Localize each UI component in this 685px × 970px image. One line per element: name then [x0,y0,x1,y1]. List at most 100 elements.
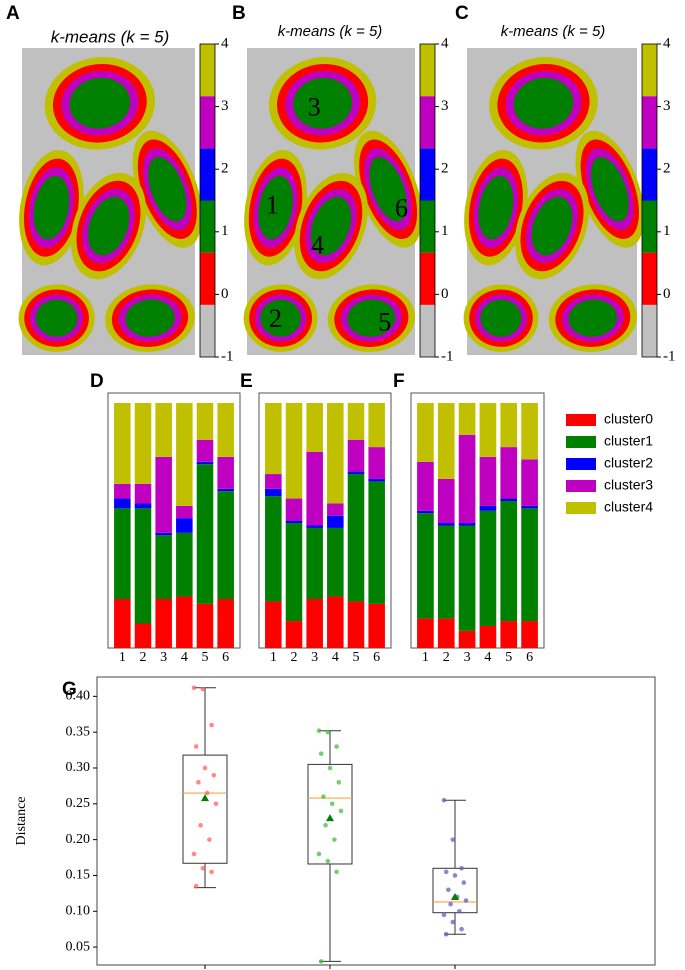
bar-segment [176,403,193,506]
bar-segment [217,491,234,599]
colorbar-tick-label: -1 [221,348,234,364]
bar-segment [458,434,476,524]
bar-segment [306,525,323,528]
panel-letter: G [62,679,77,700]
data-point [450,837,456,842]
legend-label: cluster2 [604,455,653,471]
x-tick-label: 2 [140,650,147,665]
bar-segment [134,483,152,504]
panel-letter: E [240,371,253,392]
colorbar-segment [420,304,435,357]
cell-label: 1 [266,191,279,220]
data-point [318,751,324,756]
bar-segment [417,461,434,511]
cell-region [369,157,407,222]
cell-region [347,299,396,337]
bar-segment [134,503,152,509]
data-point [204,790,210,796]
data-point [325,729,331,735]
plot-frame [258,392,392,649]
data-point [459,926,464,932]
data-point [332,837,337,842]
mean-marker [201,794,209,802]
bar-segment [500,621,518,648]
colorbar-tick-label: 4 [663,35,671,51]
x-tick-label: 1 [270,650,277,665]
plot-frame [96,676,656,966]
x-tick-label: 4 [181,650,188,665]
data-point [200,686,206,692]
box [307,763,353,865]
x-tick-label: 6 [222,650,229,665]
bar-segment [417,510,434,514]
bar-segment [479,625,497,648]
x-tick-label: 3 [464,650,471,665]
cell-region [590,157,629,222]
colorbar-segment [642,96,657,149]
colorbar-tick-label: 0 [663,286,671,302]
colorbar-tick-label: 4 [441,35,449,51]
colorbar-tick-label: 0 [441,286,449,302]
data-point [463,898,469,903]
bar-segment [217,599,234,648]
y-tick-label: 0.05 [66,939,91,954]
data-point [196,780,201,785]
x-tick-label: 5 [353,650,360,665]
bar-segment [368,603,385,648]
bar-segment [458,630,476,648]
data-point [193,744,199,749]
bar-segment [437,403,455,479]
data-point [329,801,335,807]
legend-swatch [566,502,596,514]
mean-marker [451,892,459,900]
colorbar-frame [641,43,658,358]
data-point [325,858,331,864]
colorbar-tick-label: 1 [663,223,671,239]
cell-region [293,77,353,129]
bar-segment [114,508,131,599]
y-tick-label: 0.20 [66,832,91,847]
bar-segment [327,503,344,516]
colorbar-tick-label: -1 [441,348,454,364]
bar-segment [196,439,214,462]
data-point [461,880,467,885]
data-point [198,822,203,828]
bar-segment [265,496,282,602]
colorbar-tick-label: 3 [663,98,671,114]
y-tick-label: 0.40 [66,689,91,704]
bar-segment [155,456,172,533]
bar-segment [347,471,365,475]
legend-label: cluster0 [604,411,653,427]
cell-region [69,77,131,129]
bar-segment [196,403,214,440]
data-point [446,887,451,893]
colorbar-segment [642,200,657,253]
colorbar-tick-label: 0 [221,286,229,302]
colorbar-segment [642,44,657,97]
y-axis-label: Distance [14,797,29,846]
bar-segment [327,403,344,504]
bar-segment [437,478,455,524]
data-point [200,865,206,871]
colorbar-segment [200,304,215,357]
data-point [191,685,197,691]
x-tick-label: 3 [311,650,318,665]
data-point [334,744,339,749]
x-tick-label: 4 [484,650,491,665]
colorbar-tick-label: 4 [221,35,229,51]
bar-segment [521,505,538,509]
colorbar-tick-label: 3 [221,98,229,114]
x-tick-label: 1 [422,650,429,665]
bar-segment [285,498,303,521]
bar-segment [265,474,282,489]
data-point [459,865,464,871]
bar-segment [417,403,434,462]
bar-segment [176,596,193,648]
x-tick-label: 5 [505,650,512,665]
bar-segment [368,481,385,604]
y-tick-label: 0.15 [66,868,91,883]
bar-segment [285,621,303,648]
x-tick-label: 1 [119,650,126,665]
legend-swatch [566,414,596,426]
colorbar-tick-label: 2 [221,161,229,177]
